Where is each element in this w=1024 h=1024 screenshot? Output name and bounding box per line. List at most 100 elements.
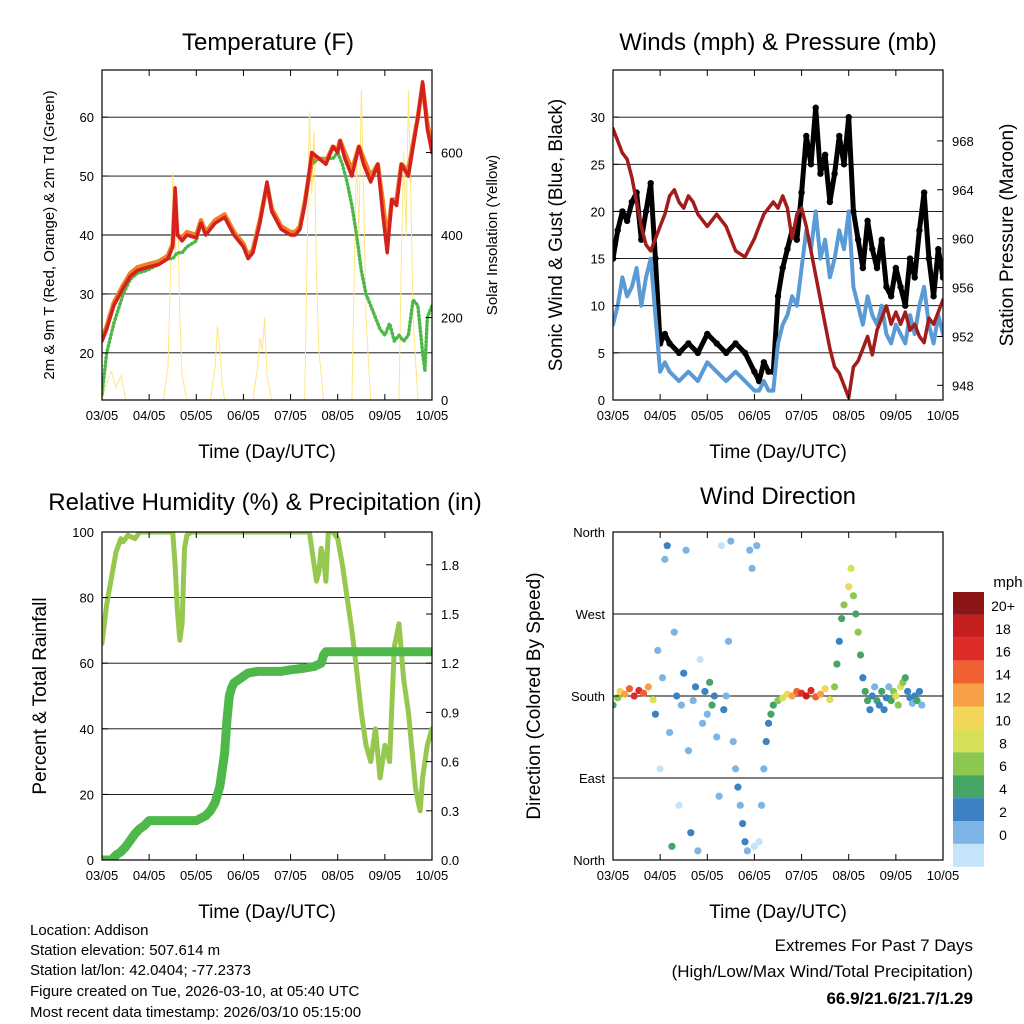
direction-point xyxy=(748,564,756,573)
x-tick-label: 06/05 xyxy=(227,408,260,423)
colorbar-swatch xyxy=(953,683,984,707)
x-tick-label: 04/05 xyxy=(644,408,677,423)
colorbar-label: 0 xyxy=(999,827,1007,843)
y-tick-label-right: 200 xyxy=(441,311,463,326)
total-rainfall-line xyxy=(102,647,432,860)
direction-point xyxy=(722,692,730,700)
y-tick-label-right: 0.3 xyxy=(441,804,459,819)
direction-point xyxy=(807,686,815,695)
winds-xlabel: Time (Day/UTC) xyxy=(709,442,847,463)
direction-point xyxy=(894,701,902,709)
x-tick-label: 09/05 xyxy=(880,408,913,423)
y-tick-label-right: 0.0 xyxy=(441,853,459,868)
station-location: Location: Addison xyxy=(30,922,148,939)
direction-title: Wind Direction xyxy=(700,483,856,510)
temperature-ylabel-right: Solar Insolation (Yellow) xyxy=(484,155,501,315)
direction-point xyxy=(691,683,700,691)
direction-point xyxy=(760,765,768,773)
direction-point xyxy=(915,687,924,696)
y-tick-label-left: South xyxy=(571,689,605,704)
direction-point xyxy=(904,687,912,696)
direction-point xyxy=(835,637,843,645)
colorbar-label: 20+ xyxy=(991,598,1015,614)
x-tick-label: 09/05 xyxy=(369,868,402,883)
direction-point xyxy=(720,706,728,714)
direction-xlabel: Time (Day/UTC) xyxy=(709,902,847,923)
direction-point xyxy=(767,710,775,718)
direction-point xyxy=(840,601,848,609)
winds-axes: 03/05 04/05 05/05 06/05 07/05 08/05 09/05 10/05… xyxy=(591,70,974,423)
direction-point xyxy=(656,765,664,773)
x-tick-label: 05/05 xyxy=(691,408,724,423)
direction-point xyxy=(689,696,697,705)
y-tick-label-left: 80 xyxy=(80,591,94,606)
direction-point xyxy=(866,706,874,714)
direction-point xyxy=(863,696,872,705)
colorbar-swatch xyxy=(953,660,984,684)
direction-point xyxy=(875,701,883,709)
x-tick-label: 07/05 xyxy=(274,408,307,423)
direction-point xyxy=(892,692,900,700)
direction-point xyxy=(724,637,733,645)
x-tick-label: 06/05 xyxy=(738,868,771,883)
direction-point xyxy=(750,842,759,850)
x-tick-label: 03/05 xyxy=(597,408,630,423)
direction-point xyxy=(682,546,690,554)
winds-ylabel-right: Station Pressure (Maroon) xyxy=(997,124,1018,347)
y-tick-label-right: 400 xyxy=(441,228,463,243)
rh-plot-area xyxy=(102,532,432,860)
direction-point xyxy=(698,719,707,727)
direction-point xyxy=(762,737,770,746)
direction-point xyxy=(706,678,714,686)
x-tick-label: 10/05 xyxy=(416,408,449,423)
gust-band xyxy=(613,105,943,384)
temperature-panel: Temperature (F) 03/05 04/05 05/05 06/05 07/0… xyxy=(41,29,501,463)
y-tick-label-right: 964 xyxy=(952,183,974,198)
direction-point xyxy=(861,687,869,696)
x-tick-label: 04/05 xyxy=(133,868,166,883)
y-tick-label-right: 1.2 xyxy=(441,656,459,671)
extremes-values: 66.9/21.6/21.7/1.29 xyxy=(826,989,973,1008)
direction-point xyxy=(614,694,622,702)
colorbar-swatch xyxy=(953,752,984,776)
direction-point xyxy=(833,660,841,668)
temperature-plot-area xyxy=(102,80,432,400)
direction-point xyxy=(736,801,744,809)
x-tick-label: 08/05 xyxy=(832,408,865,423)
x-tick-label: 10/05 xyxy=(416,868,449,883)
x-tick-label: 10/05 xyxy=(927,408,960,423)
direction-point xyxy=(731,765,740,773)
direction-point xyxy=(687,829,695,837)
y-tick-label-right: 948 xyxy=(952,378,974,393)
colorbar-swatch xyxy=(953,592,984,615)
direction-point xyxy=(649,696,657,704)
direction-point xyxy=(717,542,726,550)
direction-point xyxy=(625,685,634,693)
y-tick-label-right: 0.6 xyxy=(441,755,459,770)
colorbar-swatch xyxy=(953,614,984,638)
direction-point xyxy=(710,692,718,700)
y-tick-label-left: 10 xyxy=(591,299,605,314)
colorbar-swatch xyxy=(953,775,984,799)
x-tick-label: 07/05 xyxy=(274,868,307,883)
direction-point xyxy=(849,592,858,600)
solar-insolation-line xyxy=(102,90,432,400)
y-tick-label-right: 960 xyxy=(952,232,974,247)
temperature-axes: 03/05 04/05 05/05 06/05 07/05 08/05 09/05 10/05… xyxy=(80,70,463,423)
direction-point xyxy=(703,710,711,718)
temperature-title: Temperature (F) xyxy=(182,29,354,56)
y-tick-label-left: 30 xyxy=(80,287,94,302)
y-tick-label-left: 40 xyxy=(80,228,94,243)
direction-point xyxy=(661,555,669,563)
y-tick-label-left: East xyxy=(579,771,605,786)
y-tick-label-left: 15 xyxy=(591,252,605,267)
direction-point xyxy=(838,614,846,623)
direction-point xyxy=(734,783,742,791)
direction-point xyxy=(755,838,763,846)
station-elevation: Station elevation: 507.614 m xyxy=(30,942,220,959)
colorbar-label: 16 xyxy=(995,644,1011,660)
direction-point xyxy=(644,683,652,691)
direction-point xyxy=(708,701,716,709)
direction-point xyxy=(713,733,721,741)
direction-point xyxy=(673,692,681,700)
